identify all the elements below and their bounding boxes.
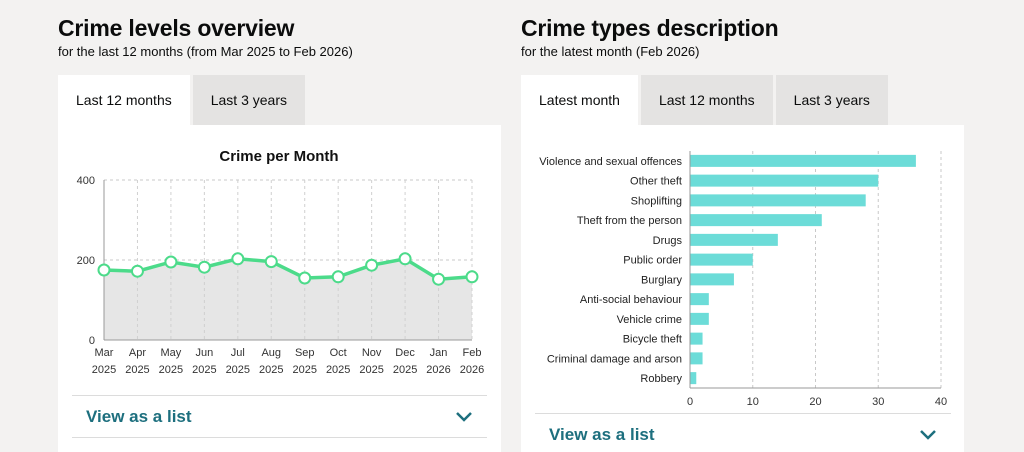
y-category-label: Theft from the person bbox=[577, 215, 682, 227]
y-category-label: Drugs bbox=[653, 235, 683, 247]
x-tick-label: Aug bbox=[261, 347, 281, 359]
x-tick-label: Mar bbox=[95, 347, 114, 359]
tab-last-3-years[interactable]: Last 3 years bbox=[192, 75, 305, 125]
bar bbox=[690, 253, 753, 266]
bar bbox=[690, 233, 778, 246]
x-tick-label: 2025 bbox=[192, 364, 216, 376]
panel-title: Crime levels overview bbox=[58, 15, 295, 41]
y-category-label: Burglary bbox=[641, 274, 682, 286]
x-tick-label: 20 bbox=[809, 396, 821, 408]
tab-list: Latest month Last 12 months Last 3 years bbox=[521, 75, 966, 125]
data-point bbox=[331, 270, 345, 284]
chart-title: Crime per Month bbox=[219, 148, 338, 165]
data-point bbox=[97, 263, 111, 277]
bar bbox=[690, 312, 709, 325]
tab-last-3-years[interactable]: Last 3 years bbox=[775, 75, 888, 125]
view-as-list-toggle[interactable]: View as a list bbox=[72, 395, 487, 438]
data-point bbox=[465, 270, 479, 284]
panel-subtitle: for the latest month (Feb 2026) bbox=[521, 44, 700, 59]
x-tick-label: Jul bbox=[231, 347, 245, 359]
panel-title: Crime types description bbox=[521, 15, 779, 41]
view-as-list-label: View as a list bbox=[549, 424, 655, 444]
x-tick-label: 2025 bbox=[92, 364, 116, 376]
x-tick-label: 2025 bbox=[226, 364, 250, 376]
panel-subtitle: for the last 12 months (from Mar 2025 to… bbox=[58, 44, 353, 59]
x-tick-label: 10 bbox=[747, 396, 759, 408]
bar bbox=[690, 372, 697, 385]
tab-list: Last 12 months Last 3 years bbox=[58, 75, 501, 125]
bar bbox=[690, 332, 703, 345]
x-tick-label: 2025 bbox=[159, 364, 183, 376]
chart-card: 0 10 20 30 40 Violence and sexual offences Oth… bbox=[521, 125, 964, 452]
view-as-list-label: View as a list bbox=[86, 406, 192, 426]
area-fill bbox=[104, 258, 472, 340]
x-tick-label: Feb bbox=[463, 347, 482, 359]
crime-types-chart: 0 10 20 30 40 Violence and sexual offences Oth… bbox=[539, 151, 947, 408]
data-point bbox=[365, 258, 379, 272]
tab-last-12-months[interactable]: Last 12 months bbox=[58, 75, 190, 125]
data-point bbox=[130, 264, 144, 278]
chart-card: Crime per Month 0 200 400 Mar 2025 Apr 2025 May 2… bbox=[58, 125, 501, 452]
x-tick-label: 2025 bbox=[259, 364, 283, 376]
x-tick-label: 0 bbox=[687, 396, 693, 408]
data-point bbox=[298, 271, 312, 285]
x-tick-label: Nov bbox=[362, 347, 382, 359]
view-as-list-toggle[interactable]: View as a list bbox=[535, 413, 951, 452]
x-tick-label: Oct bbox=[330, 347, 347, 359]
x-tick-label: 2025 bbox=[393, 364, 417, 376]
x-tick-label: Jun bbox=[195, 347, 213, 359]
data-point bbox=[432, 272, 446, 286]
bar bbox=[690, 352, 703, 365]
crime-levels-panel: Crime levels overview for the last 12 mo… bbox=[58, 0, 501, 452]
bar bbox=[690, 273, 734, 286]
y-tick-label: 400 bbox=[77, 175, 95, 187]
x-tick-label: 2025 bbox=[292, 364, 316, 376]
x-tick-label: 2025 bbox=[125, 364, 149, 376]
y-category-label: Vehicle crime bbox=[617, 314, 682, 326]
bar bbox=[690, 174, 879, 187]
x-tick-label: 2025 bbox=[326, 364, 350, 376]
data-point bbox=[264, 255, 278, 269]
bar bbox=[690, 194, 866, 207]
bar bbox=[690, 214, 822, 227]
tab-latest-month[interactable]: Latest month bbox=[521, 75, 638, 125]
bar bbox=[690, 154, 916, 167]
y-category-label: Shoplifting bbox=[631, 195, 682, 207]
tab-last-12-months[interactable]: Last 12 months bbox=[640, 75, 773, 125]
y-category-label: Anti-social behaviour bbox=[580, 294, 682, 306]
x-tick-label: Jan bbox=[430, 347, 448, 359]
data-point bbox=[197, 260, 211, 274]
y-tick-label: 0 bbox=[89, 335, 95, 347]
y-category-label: Public order bbox=[623, 255, 682, 267]
data-point bbox=[231, 252, 245, 266]
bar bbox=[690, 293, 709, 306]
crime-types-panel: Crime types description for the latest m… bbox=[521, 0, 966, 452]
x-tick-label: Sep bbox=[295, 347, 315, 359]
x-tick-label: Dec bbox=[395, 347, 415, 359]
x-tick-label: 2025 bbox=[359, 364, 383, 376]
x-tick-label: 2026 bbox=[460, 364, 484, 376]
x-tick-label: 2026 bbox=[426, 364, 450, 376]
x-tick-label: Apr bbox=[129, 347, 146, 359]
y-category-label: Other theft bbox=[630, 176, 682, 188]
x-tick-label: 30 bbox=[872, 396, 884, 408]
y-category-label: Criminal damage and arson bbox=[547, 353, 682, 365]
y-tick-label: 200 bbox=[77, 255, 95, 267]
chevron-down-icon bbox=[920, 429, 936, 440]
y-category-label: Bicycle theft bbox=[623, 334, 682, 346]
chevron-down-icon bbox=[456, 411, 472, 422]
y-category-label: Violence and sexual offences bbox=[539, 156, 682, 168]
y-category-label: Robbery bbox=[640, 373, 682, 385]
data-point bbox=[164, 255, 178, 269]
data-point bbox=[398, 252, 412, 266]
x-tick-label: 40 bbox=[935, 396, 947, 408]
x-tick-label: May bbox=[161, 347, 182, 359]
crime-per-month-chart: Crime per Month 0 200 400 Mar 2025 Apr 2025 May 2… bbox=[77, 148, 485, 376]
